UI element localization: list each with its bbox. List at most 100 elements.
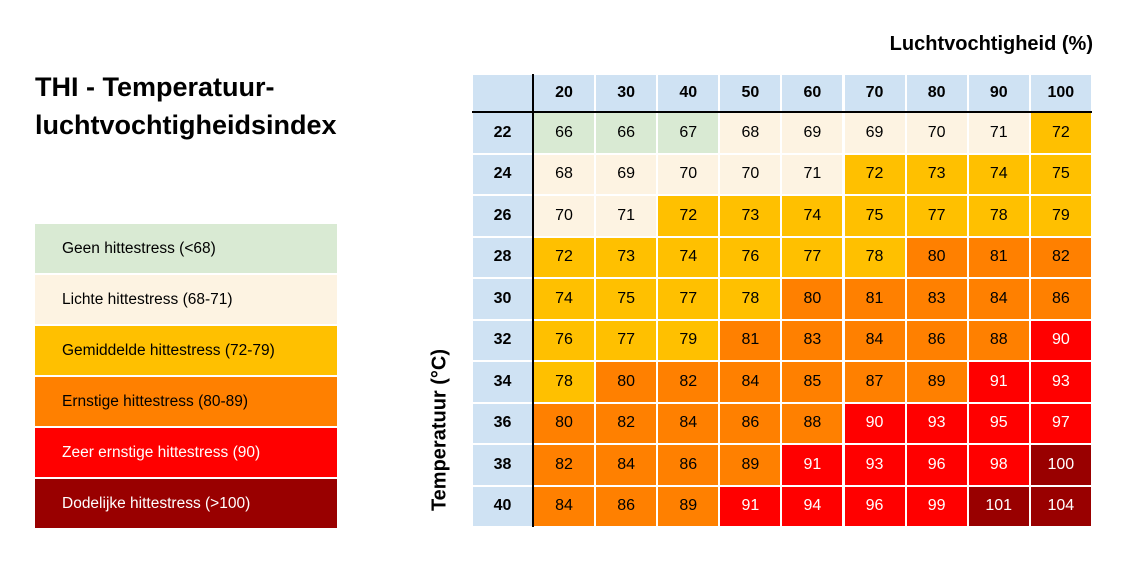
heatmap-cell: 73 xyxy=(719,195,782,237)
heatmap-cell: 94 xyxy=(781,485,844,527)
heatmap-cell: 91 xyxy=(781,444,844,486)
heatmap-cell: 90 xyxy=(1029,319,1092,361)
heatmap-cell: 100 xyxy=(1029,444,1092,486)
legend-item: Ernstige hittestress (80-89) xyxy=(35,377,337,426)
heatmap-cell: 71 xyxy=(781,153,844,195)
heatmap-cell: 86 xyxy=(595,485,658,527)
heatmap-cell: 70 xyxy=(905,112,968,154)
heatmap-cell: 66 xyxy=(533,112,596,154)
column-header: 80 xyxy=(905,74,968,112)
heatmap-cell: 85 xyxy=(781,361,844,403)
legend-item: Gemiddelde hittestress (72-79) xyxy=(35,326,337,375)
heatmap-cell: 78 xyxy=(533,361,596,403)
heatmap-cell: 89 xyxy=(905,361,968,403)
heatmap-cell: 96 xyxy=(905,444,968,486)
heatmap-cell: 77 xyxy=(657,278,720,320)
page-title: THI - Temperatuur-luchtvochtigheidsindex xyxy=(35,72,337,140)
header-divider-horizontal xyxy=(472,111,1092,113)
heatmap-cell: 77 xyxy=(781,236,844,278)
heatmap-cell: 72 xyxy=(1029,112,1092,154)
heatmap-cell: 84 xyxy=(843,319,906,361)
heatmap-cell: 82 xyxy=(657,361,720,403)
row-header: 22 xyxy=(472,112,533,154)
column-header: 30 xyxy=(595,74,658,112)
y-axis-label: Temperatuur (°C) xyxy=(428,348,451,512)
heatmap-cell: 81 xyxy=(719,319,782,361)
column-header: 70 xyxy=(843,74,906,112)
heatmap-cell: 68 xyxy=(719,112,782,154)
heatmap-cell: 69 xyxy=(781,112,844,154)
heatmap-cell: 89 xyxy=(657,485,720,527)
corner-cell xyxy=(472,74,533,112)
row-header: 24 xyxy=(472,153,533,195)
row-header: 26 xyxy=(472,195,533,237)
heatmap-cell: 78 xyxy=(843,236,906,278)
heatmap-cell: 70 xyxy=(533,195,596,237)
column-header: 50 xyxy=(719,74,782,112)
heatmap-cell: 74 xyxy=(533,278,596,320)
heatmap-cell: 72 xyxy=(657,195,720,237)
heatmap-cell: 82 xyxy=(533,444,596,486)
column-header: 20 xyxy=(533,74,596,112)
row-header: 32 xyxy=(472,319,533,361)
heatmap-cell: 83 xyxy=(781,319,844,361)
heatmap-cell: 80 xyxy=(595,361,658,403)
heatmap-cell: 104 xyxy=(1029,485,1092,527)
heatmap-cell: 81 xyxy=(843,278,906,320)
heatmap-cell: 73 xyxy=(905,153,968,195)
heatmap-cell: 80 xyxy=(905,236,968,278)
heatmap-cell: 67 xyxy=(657,112,720,154)
heatmap-cell: 75 xyxy=(1029,153,1092,195)
column-header: 60 xyxy=(781,74,844,112)
column-header: 40 xyxy=(657,74,720,112)
row-header: 38 xyxy=(472,444,533,486)
heatmap-cell: 78 xyxy=(719,278,782,320)
heatmap-cell: 86 xyxy=(657,444,720,486)
legend-item: Dodelijke hittestress (>100) xyxy=(35,479,337,528)
heatmap-cell: 86 xyxy=(1029,278,1092,320)
heatmap-cell: 84 xyxy=(657,402,720,444)
row-header: 40 xyxy=(472,485,533,527)
heatmap-cell: 74 xyxy=(781,195,844,237)
heatmap-cell: 82 xyxy=(1029,236,1092,278)
heatmap-cell: 86 xyxy=(905,319,968,361)
heatmap-cell: 95 xyxy=(967,402,1030,444)
column-header: 90 xyxy=(967,74,1030,112)
heatmap-cell: 78 xyxy=(967,195,1030,237)
row-header: 34 xyxy=(472,361,533,403)
heatmap-cell: 69 xyxy=(595,153,658,195)
heatmap-cell: 77 xyxy=(595,319,658,361)
heatmap-cell: 68 xyxy=(533,153,596,195)
heatmap-cell: 72 xyxy=(843,153,906,195)
heatmap-cell: 71 xyxy=(967,112,1030,154)
heatmap-cell: 79 xyxy=(1029,195,1092,237)
heatmap-cell: 101 xyxy=(967,485,1030,527)
heatmap-cell: 74 xyxy=(657,236,720,278)
heatmap-cell: 93 xyxy=(843,444,906,486)
heatmap-cell: 75 xyxy=(595,278,658,320)
heatmap-cell: 80 xyxy=(781,278,844,320)
heatmap-cell: 86 xyxy=(719,402,782,444)
row-header: 30 xyxy=(472,278,533,320)
heatmap-cell: 98 xyxy=(967,444,1030,486)
heatmap-cell: 76 xyxy=(719,236,782,278)
legend-item: Lichte hittestress (68-71) xyxy=(35,275,337,324)
heatmap-cell: 89 xyxy=(719,444,782,486)
heatmap-cell: 73 xyxy=(595,236,658,278)
heatmap-cell: 90 xyxy=(843,402,906,444)
heatmap-cell: 80 xyxy=(533,402,596,444)
heatmap-cell: 79 xyxy=(657,319,720,361)
heatmap-cell: 97 xyxy=(1029,402,1092,444)
heatmap-cell: 96 xyxy=(843,485,906,527)
heatmap-cell: 69 xyxy=(843,112,906,154)
heatmap-cell: 84 xyxy=(533,485,596,527)
column-header: 100 xyxy=(1029,74,1092,112)
heatmap-cell: 91 xyxy=(719,485,782,527)
heatmap-cell: 72 xyxy=(533,236,596,278)
heatmap-cell: 84 xyxy=(719,361,782,403)
heatmap-cell: 76 xyxy=(533,319,596,361)
x-axis-label: Luchtvochtigheid (%) xyxy=(889,33,1093,55)
heatmap-cell: 87 xyxy=(843,361,906,403)
heatmap-cell: 84 xyxy=(595,444,658,486)
legend: Geen hittestress (<68) Lichte hittestress… xyxy=(35,224,337,530)
